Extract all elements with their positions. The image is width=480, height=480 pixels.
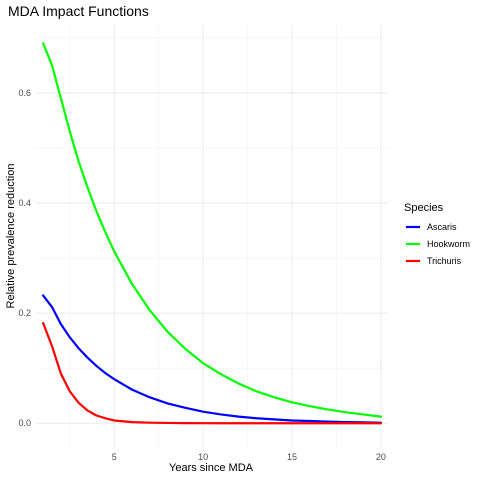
y-tick-label: 0.0 (18, 418, 31, 428)
x-tick-label: 5 (112, 452, 117, 462)
legend-item-ascaris: Ascaris (406, 222, 457, 232)
series-line-hookworm (42, 42, 382, 418)
legend: Species Ascaris Hookworm Trichuris (404, 202, 470, 266)
axis-ticks: 5 10 15 20 0.0 0.2 0.4 0.6 (18, 88, 385, 462)
x-tick-label: 20 (376, 452, 386, 462)
y-axis-title: Relative prevalence reduction (5, 164, 17, 309)
x-axis-title: Years since MDA (169, 462, 254, 474)
y-tick-label: 0.2 (18, 308, 31, 318)
legend-item-hookworm: Hookworm (406, 239, 470, 249)
x-tick-label: 15 (287, 452, 297, 462)
legend-label: Trichuris (427, 256, 462, 266)
grid (36, 24, 388, 448)
series-line-trichuris (42, 321, 382, 425)
series-line-ascaris (42, 294, 382, 424)
legend-label: Hookworm (427, 239, 470, 249)
series-lines (42, 42, 382, 425)
x-tick-label: 10 (198, 452, 208, 462)
legend-item-trichuris: Trichuris (406, 256, 462, 266)
y-tick-label: 0.4 (18, 198, 31, 208)
legend-title: Species (404, 202, 444, 214)
y-tick-label: 0.6 (18, 88, 31, 98)
chart-title: MDA Impact Functions (8, 3, 149, 19)
legend-label: Ascaris (427, 222, 457, 232)
